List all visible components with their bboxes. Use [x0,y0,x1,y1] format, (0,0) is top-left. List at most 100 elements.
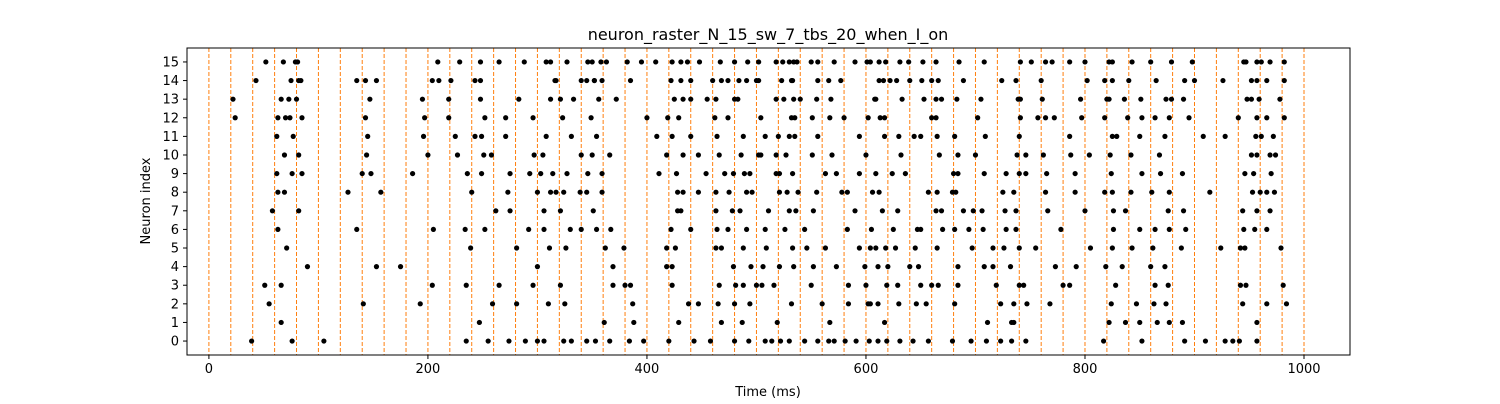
spike-point [530,115,536,121]
spike-point [876,77,882,84]
spike-point [373,264,380,270]
spike-point [430,226,436,233]
spike-point [1281,59,1287,65]
spike-point [1278,245,1284,251]
spike-point [935,282,941,288]
spike-point [740,282,746,288]
spike-point [999,77,1005,84]
spike-point [762,338,768,344]
spike-point [899,96,905,102]
spike-point [541,226,547,233]
spike-point [998,301,1004,307]
spike-point [464,170,470,177]
spike-point [417,301,423,307]
spike-point [469,189,475,195]
spike-point [578,152,584,158]
spike-point [1281,115,1287,121]
spike-point [1013,208,1019,214]
spike-point [865,115,871,121]
spike-point [960,208,967,214]
spike-point [676,115,682,121]
spike-point [955,264,961,270]
spike-point [739,319,745,326]
spike-point [856,170,862,177]
spike-point [541,208,547,214]
spike-point [1138,96,1144,102]
spike-point [873,245,879,251]
spike-point [688,226,694,233]
spike-point [1202,338,1209,344]
spike-point [884,282,890,288]
spike-point [282,115,289,121]
spike-point [842,338,848,344]
spike-point [1017,96,1023,102]
spike-point [1218,245,1224,251]
spike-point [935,77,941,84]
spike-point [627,282,634,288]
spike-point [786,59,792,65]
spike-point [1180,208,1187,214]
spike-point [896,301,902,307]
spike-point [895,208,901,214]
spike-point [1082,59,1088,65]
spike-point [918,133,924,139]
spike-point [1003,170,1009,177]
spike-point [557,96,564,102]
spike-point [990,245,996,251]
spike-point [1108,170,1114,177]
spike-point [368,170,374,177]
spike-point [827,115,833,121]
spike-point [769,338,775,344]
spike-point [918,282,924,288]
spike-point [1060,282,1066,288]
spike-point [1102,77,1108,84]
spike-point [1277,96,1283,102]
spike-point [425,152,431,158]
spike-point [1011,189,1017,195]
spike-point [794,59,800,65]
y-tick-label: 1 [171,316,179,331]
spike-point [1254,208,1260,214]
spike-point [1152,226,1158,233]
spike-point [1035,115,1041,121]
spike-point [954,96,960,102]
spike-point [1021,282,1027,288]
spike-point [856,245,862,251]
spike-point [1257,189,1263,195]
spike-point [1148,264,1154,270]
spike-point [911,133,917,139]
spike-point [284,245,290,251]
spike-point [541,338,547,344]
spike-point [1011,319,1017,326]
spike-point [567,226,573,233]
spike-point [1240,208,1246,214]
spike-point [791,96,797,102]
spike-point [1242,170,1248,177]
spike-point [362,77,369,84]
spike-point [933,59,939,65]
spike-point [707,338,714,344]
spike-point [981,170,987,177]
spike-point [1150,245,1156,251]
spike-point [1168,59,1175,65]
spike-point [654,133,660,139]
spike-point [1073,264,1079,270]
spike-point [527,170,533,177]
spike-point [809,115,815,121]
spike-point [774,319,780,326]
y-tick-label: 13 [162,93,179,108]
spike-point [1082,208,1088,214]
spike-point [923,301,929,307]
spike-point [1166,226,1172,233]
spike-point [598,59,604,65]
spike-point [1166,115,1172,121]
spike-point [1166,319,1172,326]
spike-point [1047,301,1053,307]
spike-point [1186,115,1192,121]
spike-point [808,59,814,65]
spike-point [1178,245,1184,251]
spike-point [485,338,491,344]
spike-point [955,170,961,177]
spike-point [852,59,858,65]
spike-point [852,208,858,214]
